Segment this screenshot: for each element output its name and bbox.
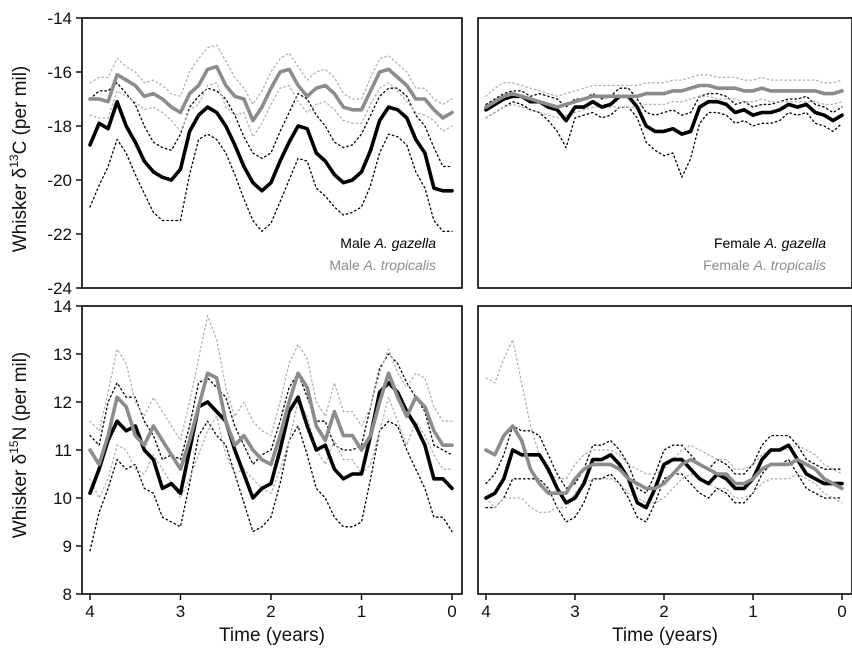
ci-line xyxy=(89,82,453,138)
y-tick-label: -16 xyxy=(47,63,72,82)
y-tick-label: -24 xyxy=(47,279,72,298)
ci-line xyxy=(485,101,843,178)
svg-text:Whisker δ13C (per mil): Whisker δ13C (per mil) xyxy=(7,66,31,253)
x-tick-label: 0 xyxy=(447,602,456,621)
legend-entry: Male A. tropicalis xyxy=(329,257,436,273)
legend-entry: Female A. gazella xyxy=(714,235,826,251)
plot-frame xyxy=(477,17,852,289)
y-axis-label-top: Whisker δ13C (per mil) xyxy=(7,66,31,253)
y-tick-label: 14 xyxy=(53,297,72,316)
y-tick-label: -22 xyxy=(47,225,72,244)
y-axis-label-bottom: Whisker δ15N (per mil) xyxy=(7,352,31,539)
y-tick-label: -18 xyxy=(47,117,72,136)
plot-frame xyxy=(477,305,852,595)
ci-line xyxy=(89,314,453,442)
series-line xyxy=(484,443,844,510)
svg-text:Whisker δ15N (per mil): Whisker δ15N (per mil) xyxy=(7,352,31,539)
ci-line xyxy=(485,95,843,119)
ci-line xyxy=(485,74,843,97)
series-line xyxy=(88,371,454,472)
x-tick-label: 4 xyxy=(85,602,94,621)
series-line xyxy=(484,424,844,496)
y-tick-label: -14 xyxy=(47,9,72,28)
ci-line xyxy=(485,87,843,116)
x-tick-label: 2 xyxy=(266,602,275,621)
legend-entry: Male A. gazella xyxy=(340,235,436,251)
x-tick-label: 1 xyxy=(357,602,366,621)
x-tick-label: 1 xyxy=(748,602,757,621)
x-tick-label: 3 xyxy=(570,602,579,621)
ci-line xyxy=(89,396,453,499)
plot-frame xyxy=(81,305,463,595)
y-tick-label: 8 xyxy=(63,585,72,604)
x-tick-label: 0 xyxy=(837,602,846,621)
series-line xyxy=(484,83,844,109)
plot-frame xyxy=(81,17,463,289)
panel-bottom-right: 4 3 2 1 0 Time (years) xyxy=(477,305,852,646)
panel-top-right: Female A. gazella Female A. tropicalis xyxy=(477,17,852,289)
ci-line xyxy=(485,425,843,494)
legend-entry: Female A. tropicalis xyxy=(703,257,826,273)
y-tick-label: 13 xyxy=(53,345,72,364)
x-axis-label: Time (years) xyxy=(219,625,325,646)
x-tick-label: 2 xyxy=(659,602,668,621)
y-tick-label: 11 xyxy=(54,441,72,460)
y-tick-label: 10 xyxy=(53,489,72,508)
series-line xyxy=(88,64,454,123)
series-line xyxy=(88,99,454,193)
y-tick-label: -20 xyxy=(47,171,72,190)
x-tick-label: 4 xyxy=(481,602,490,621)
ci-line xyxy=(485,473,843,514)
y-tick-label: 12 xyxy=(53,393,72,412)
ci-line xyxy=(89,420,453,552)
x-axis-label: Time (years) xyxy=(612,625,718,646)
panel-top-left: -14 -16 -18 -20 -22 -24 Male A. gazella Male A.… xyxy=(47,9,463,298)
y-tick-label: 9 xyxy=(63,537,72,556)
ci-line xyxy=(89,82,453,168)
x-tick-label: 3 xyxy=(176,602,185,621)
